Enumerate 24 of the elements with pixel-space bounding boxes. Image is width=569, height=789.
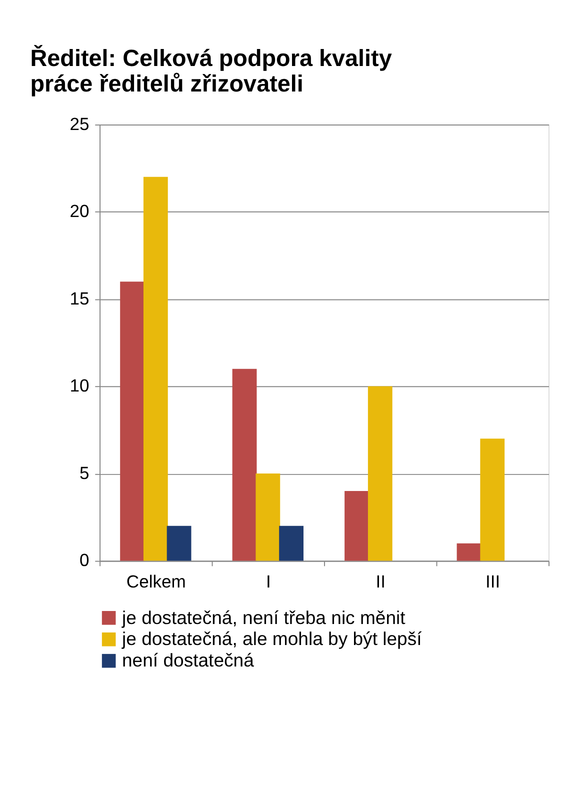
bar [232, 368, 257, 561]
y-tick-label: 10 [70, 376, 90, 396]
x-tick-label: I [266, 572, 271, 592]
y-tick-label: 25 [70, 114, 90, 134]
x-tick-label: III [486, 572, 500, 592]
legend-label: není dostatečná [122, 650, 255, 671]
bar [256, 474, 280, 561]
y-tick-label: 0 [80, 550, 90, 570]
legend-label: je dostatečná, ale mohla by být lepší [121, 628, 423, 650]
y-tick-label: 5 [80, 462, 90, 483]
bar [279, 526, 304, 561]
y-tick-label: 15 [70, 288, 90, 308]
bar [120, 282, 144, 561]
x-tick-label: II [376, 572, 386, 592]
bar [456, 543, 482, 561]
chart-title: Ředitel: Celková podpora kvality práce ředitelů zřizovateli [30, 44, 392, 96]
bar [143, 176, 168, 561]
bar [344, 491, 369, 561]
y-tick-label: 20 [70, 201, 90, 222]
x-tick-label: Celkem [126, 572, 186, 592]
bar [480, 438, 505, 561]
bar [368, 386, 392, 561]
legend-label: je dostatečná, není třeba nic měnit [121, 606, 406, 628]
bar [166, 526, 192, 561]
